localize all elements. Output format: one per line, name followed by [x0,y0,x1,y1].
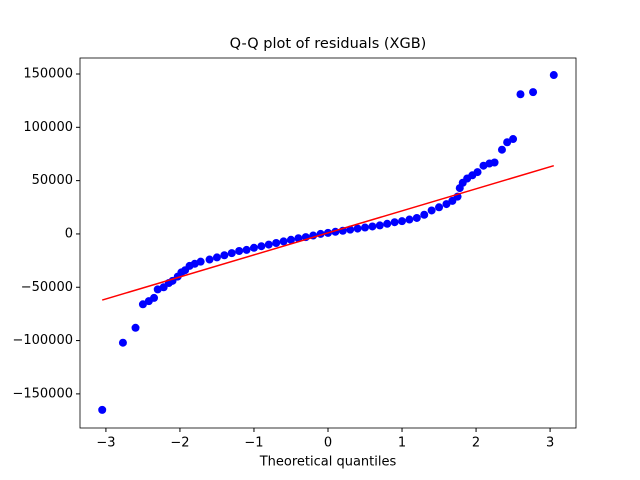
point [503,138,512,147]
point [412,213,421,222]
point [286,235,295,244]
point [375,221,384,230]
point [368,222,377,231]
x-tick-label: −3 [96,436,115,451]
fit-line [101,164,555,301]
point [420,210,429,219]
x-tick-label: −1 [244,436,263,451]
point [346,225,355,234]
point [257,242,266,251]
point [442,200,451,209]
x-tick-label: 2 [472,436,480,451]
point [242,245,251,254]
point [98,405,107,414]
point [212,253,221,262]
x-tick-label: 0 [324,436,332,451]
point [390,218,399,227]
y-tick-label: 100000 [23,120,73,135]
point [549,71,558,80]
point [490,158,499,167]
point [473,168,482,177]
point [264,240,273,249]
point [427,206,436,215]
point [398,217,407,226]
x-tick-label: −2 [170,436,189,451]
point [227,249,236,258]
y-tick-label: 150000 [23,66,73,81]
x-tick-label: 3 [546,436,554,451]
point [294,234,303,243]
point [529,88,538,97]
point [138,300,147,309]
point [516,90,525,99]
point [205,255,214,264]
point [118,338,127,347]
y-tick-label: −150000 [12,386,73,401]
point [249,243,258,252]
point [279,237,288,246]
plot-frame [79,57,577,429]
point [131,323,140,332]
point [405,215,414,224]
y-tick-label: −100000 [12,333,73,348]
x-axis-label: Theoretical quantiles [259,455,397,470]
y-tick-label: 50000 [32,173,73,188]
point [196,257,205,266]
point [361,223,370,232]
point [383,219,392,228]
x-tick-label: 1 [398,436,406,451]
point [220,251,229,260]
point [435,203,444,212]
point [509,135,518,144]
y-tick-label: −50000 [21,280,73,295]
point [353,224,362,233]
point [150,293,159,302]
point [497,145,506,154]
point [272,239,281,247]
y-tick-label: 0 [65,226,73,241]
chart-title: Q-Q plot of residuals (XGB) [230,36,427,52]
point [235,246,244,255]
